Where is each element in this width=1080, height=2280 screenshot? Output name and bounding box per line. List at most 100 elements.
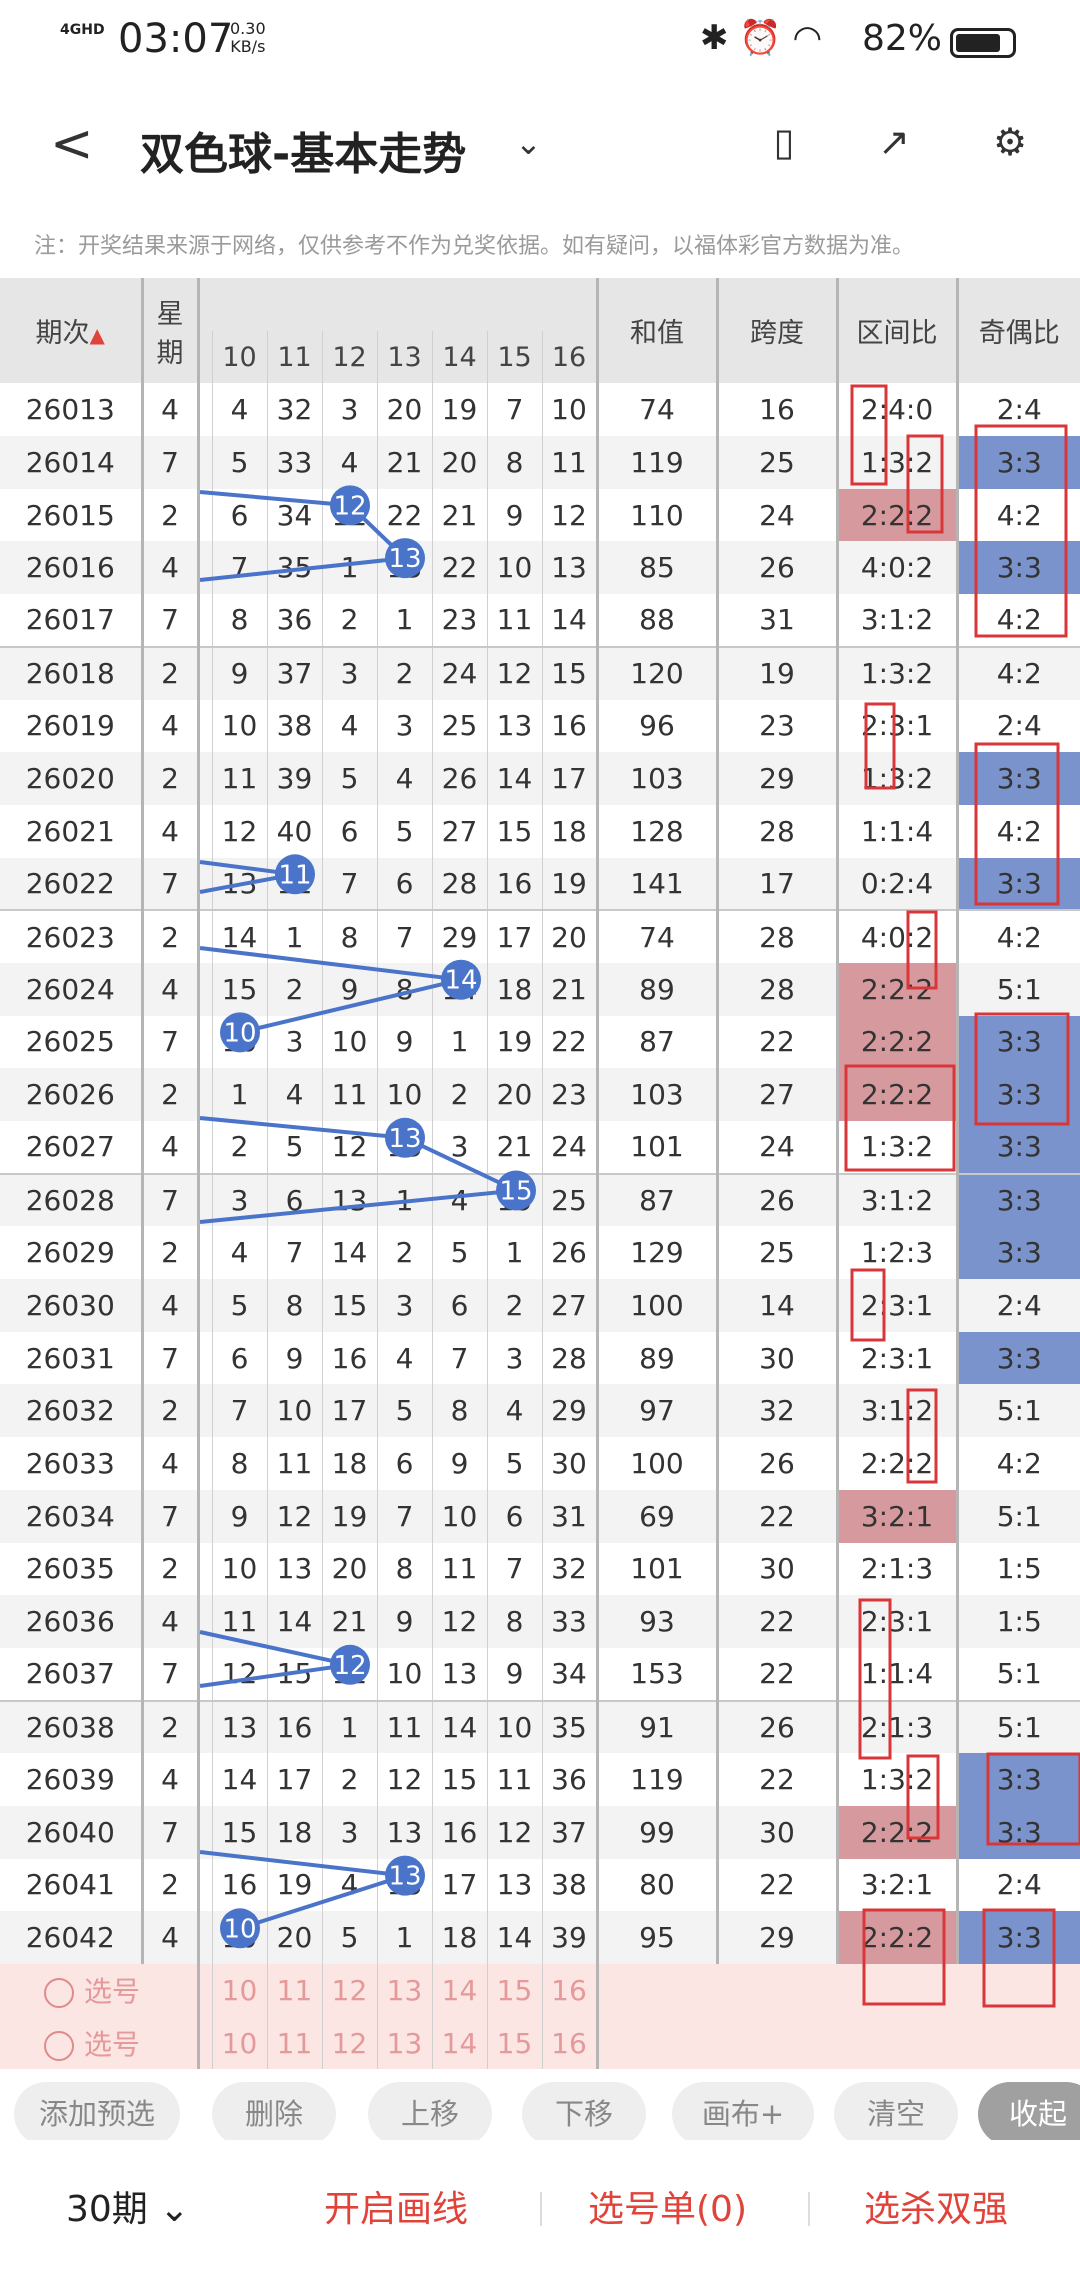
number-cell[interactable]: 17 (486, 909, 542, 963)
number-cell[interactable]: 37 (541, 1805, 599, 1859)
number-cell[interactable]: 11 (376, 1699, 432, 1754)
number-cell[interactable]: 11 (211, 752, 267, 805)
number-cell[interactable]: 2 (376, 1226, 432, 1280)
number-cell[interactable]: 14 (211, 1753, 267, 1806)
number-cell[interactable]: 6 (266, 1172, 322, 1227)
number-cell[interactable]: 8 (266, 1279, 322, 1332)
number-cell[interactable]: 11 (486, 1753, 542, 1806)
number-cell[interactable]: 8 (376, 1542, 432, 1596)
number-cell[interactable]: 25 (431, 699, 487, 753)
number-cell[interactable]: 5 (321, 752, 377, 805)
pick-number[interactable]: 15 (486, 2016, 542, 2070)
number-cell[interactable]: 12 (431, 1595, 487, 1648)
pick-number[interactable]: 16 (541, 2016, 599, 2070)
number-cell[interactable]: 3 (376, 1279, 432, 1332)
number-cell[interactable]: 6 (486, 1489, 542, 1543)
number-cell[interactable]: 9 (376, 1595, 432, 1648)
number-cell[interactable]: 29 (541, 1384, 599, 1438)
number-cell[interactable]: 4 (321, 699, 377, 753)
action-chip[interactable]: 画布+ (672, 2082, 814, 2146)
number-cell[interactable]: 20 (321, 1542, 377, 1596)
number-cell[interactable]: 14 (541, 594, 599, 647)
number-cell[interactable]: 11 (211, 1595, 267, 1648)
number-cell[interactable]: 17 (321, 1384, 377, 1438)
number-cell[interactable]: 18 (541, 804, 599, 858)
number-cell[interactable]: 13 (321, 1172, 377, 1227)
number-cell[interactable]: 3 (266, 1015, 322, 1069)
number-cell[interactable]: 7 (211, 541, 267, 595)
number-cell[interactable]: 2 (266, 962, 322, 1016)
number-cell[interactable]: 7 (431, 1331, 487, 1385)
number-cell[interactable]: 13 (431, 1647, 487, 1701)
number-cell[interactable]: 13 (376, 1858, 432, 1912)
number-cell[interactable]: 21 (486, 1121, 542, 1174)
number-cell[interactable]: 7 (486, 383, 542, 437)
draw-line-button[interactable]: 开启画线 (324, 2189, 469, 2230)
number-cell[interactable]: 20 (486, 1068, 542, 1121)
number-cell[interactable]: 11 (431, 1542, 487, 1596)
header-period[interactable]: 期次▲ (0, 278, 144, 384)
number-cell[interactable]: 13 (376, 1121, 432, 1174)
number-cell[interactable]: 10 (211, 1015, 267, 1069)
number-cell[interactable]: 24 (431, 645, 487, 700)
number-cell[interactable]: 11 (486, 594, 542, 647)
pick-number[interactable]: 11 (266, 2016, 322, 2070)
number-cell[interactable]: 3 (321, 1805, 377, 1859)
pick-number[interactable]: 12 (321, 1964, 377, 2017)
number-cell[interactable]: 2 (321, 1753, 377, 1806)
number-cell[interactable]: 8 (431, 1384, 487, 1438)
number-cell[interactable]: 15 (541, 645, 599, 700)
number-cell[interactable]: 36 (541, 1753, 599, 1806)
number-cell[interactable]: 21 (541, 962, 599, 1016)
number-cell[interactable]: 21 (431, 488, 487, 542)
number-cell[interactable]: 19 (486, 1015, 542, 1069)
number-cell[interactable]: 4 (266, 1068, 322, 1121)
number-cell[interactable]: 11 (541, 436, 599, 489)
number-cell[interactable]: 15 (211, 1805, 267, 1859)
number-cell[interactable]: 4 (376, 752, 432, 805)
number-cell[interactable]: 10 (431, 1489, 487, 1543)
number-cell[interactable]: 4 (376, 1331, 432, 1385)
number-cell[interactable]: 12 (321, 488, 377, 542)
number-cell[interactable]: 10 (321, 1015, 377, 1069)
number-cell[interactable]: 9 (211, 645, 267, 700)
pick-toggle[interactable]: 选号 (0, 1964, 200, 2017)
number-cell[interactable]: 5 (321, 1911, 377, 1964)
number-cell[interactable]: 19 (266, 1858, 322, 1912)
number-cell[interactable]: 11 (321, 1068, 377, 1121)
number-cell[interactable]: 17 (541, 752, 599, 805)
number-cell[interactable]: 3 (376, 699, 432, 753)
number-cell[interactable]: 2 (376, 645, 432, 700)
number-cell[interactable]: 33 (541, 1595, 599, 1648)
action-chip[interactable]: 收起 (978, 2082, 1080, 2146)
number-cell[interactable]: 15 (431, 1753, 487, 1806)
number-cell[interactable]: 9 (211, 1489, 267, 1543)
number-cell[interactable]: 27 (541, 1279, 599, 1332)
number-cell[interactable]: 15 (211, 962, 267, 1016)
number-cell[interactable]: 15 (486, 804, 542, 858)
number-cell[interactable]: 35 (541, 1699, 599, 1754)
pick-number[interactable]: 15 (486, 1964, 542, 2017)
number-cell[interactable]: 16 (486, 857, 542, 911)
pick-toggle[interactable]: 选号 (0, 2016, 200, 2070)
action-chip[interactable]: 下移 (522, 2082, 646, 2146)
number-cell[interactable]: 9 (431, 1437, 487, 1490)
number-cell[interactable]: 10 (211, 1911, 267, 1964)
number-cell[interactable]: 3 (321, 383, 377, 437)
number-cell[interactable]: 4 (211, 383, 267, 437)
number-cell[interactable]: 13 (211, 1699, 267, 1754)
number-cell[interactable]: 11 (266, 857, 322, 911)
number-cell[interactable]: 7 (266, 1226, 322, 1280)
number-cell[interactable]: 12 (486, 1805, 542, 1859)
number-cell[interactable]: 23 (431, 594, 487, 647)
number-cell[interactable]: 6 (376, 1437, 432, 1490)
number-cell[interactable]: 10 (486, 541, 542, 595)
number-cell[interactable]: 3 (486, 1331, 542, 1385)
number-cell[interactable]: 8 (486, 1595, 542, 1648)
number-cell[interactable]: 12 (541, 488, 599, 542)
number-cell[interactable]: 21 (376, 436, 432, 489)
number-cell[interactable]: 8 (211, 594, 267, 647)
number-cell[interactable]: 31 (541, 1489, 599, 1543)
action-chip[interactable]: 清空 (834, 2082, 958, 2146)
number-cell[interactable]: 18 (431, 1911, 487, 1964)
